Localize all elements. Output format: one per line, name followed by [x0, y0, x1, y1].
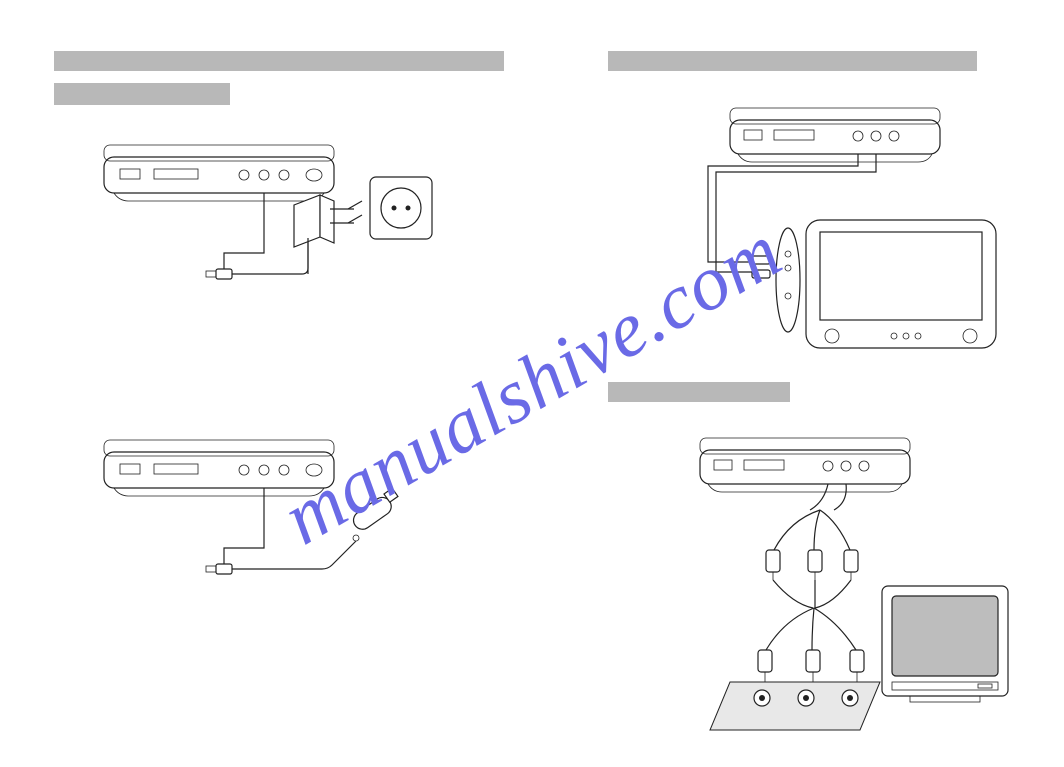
wall-socket-icon — [370, 177, 432, 239]
dvd-player-icon — [700, 438, 910, 492]
manual-page: manualshive.com — [0, 0, 1064, 767]
av-input-panel-icon — [710, 682, 880, 730]
section-bar-mid-right — [608, 382, 790, 402]
rca-plug-icon — [766, 550, 858, 580]
dvd-player-icon — [104, 145, 334, 201]
figure-car-adapter — [94, 430, 474, 630]
figure-wall-adapter — [94, 135, 474, 335]
crt-tv-icon — [882, 586, 1008, 702]
section-bar-sub-left — [54, 83, 230, 105]
rca-plug-icon — [758, 650, 864, 682]
figure-av-to-tv — [660, 430, 1020, 740]
section-bar-top-left — [54, 51, 504, 71]
ac-adapter-icon — [294, 195, 334, 274]
section-bar-top-right — [608, 51, 977, 71]
car-adapter-icon — [350, 488, 398, 541]
dvd-player-icon — [730, 108, 940, 162]
second-screen-icon — [776, 220, 996, 348]
figure-second-screen — [660, 100, 1020, 380]
dvd-player-icon — [104, 440, 334, 496]
